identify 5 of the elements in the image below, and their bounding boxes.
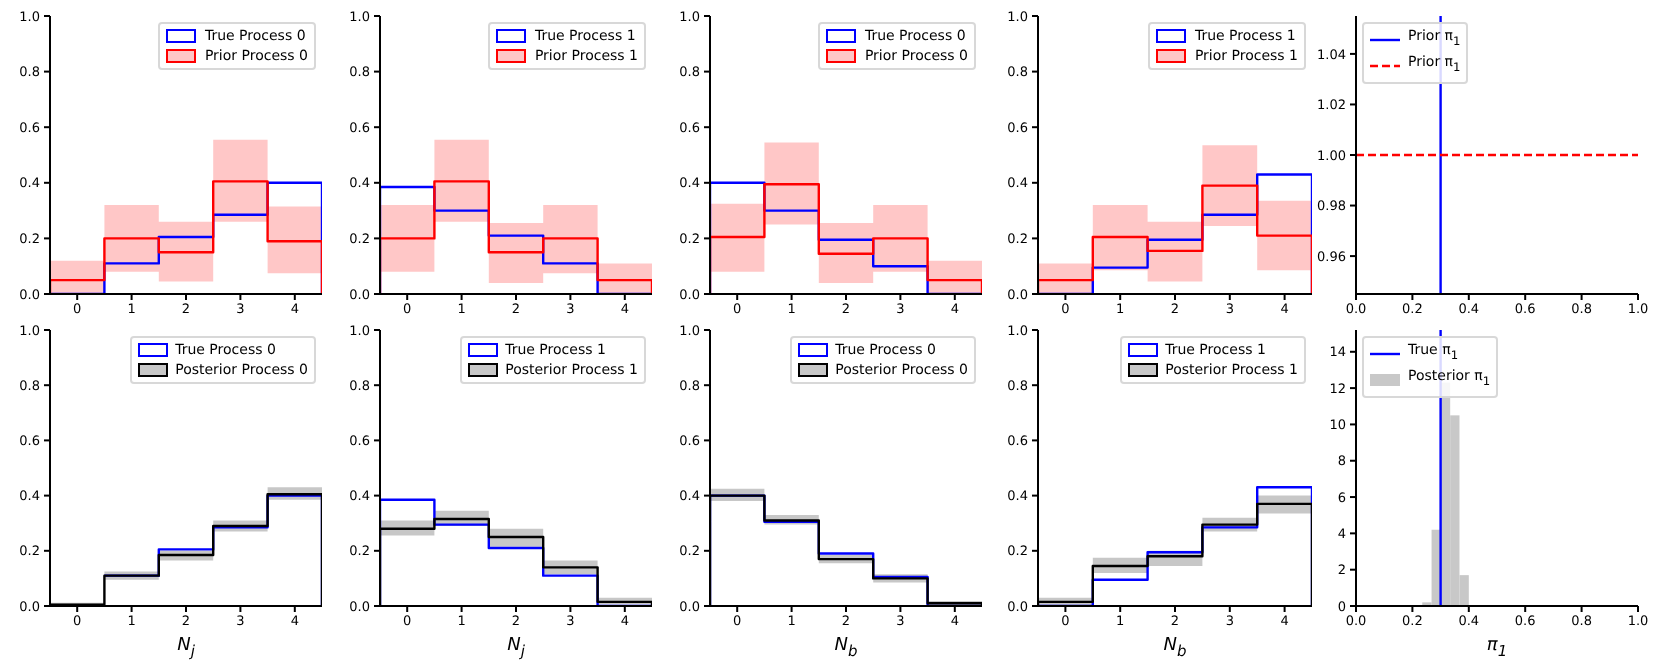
x-axis-title: N$_{b}$ <box>832 636 860 660</box>
x-axis-title: N$_{b}$ <box>1161 636 1189 660</box>
x-axis-title: N$_{j}$ <box>175 636 197 660</box>
x-axis-title: π$_{1}$ <box>1484 636 1510 660</box>
x-axis-title: N$_{j}$ <box>505 636 527 660</box>
